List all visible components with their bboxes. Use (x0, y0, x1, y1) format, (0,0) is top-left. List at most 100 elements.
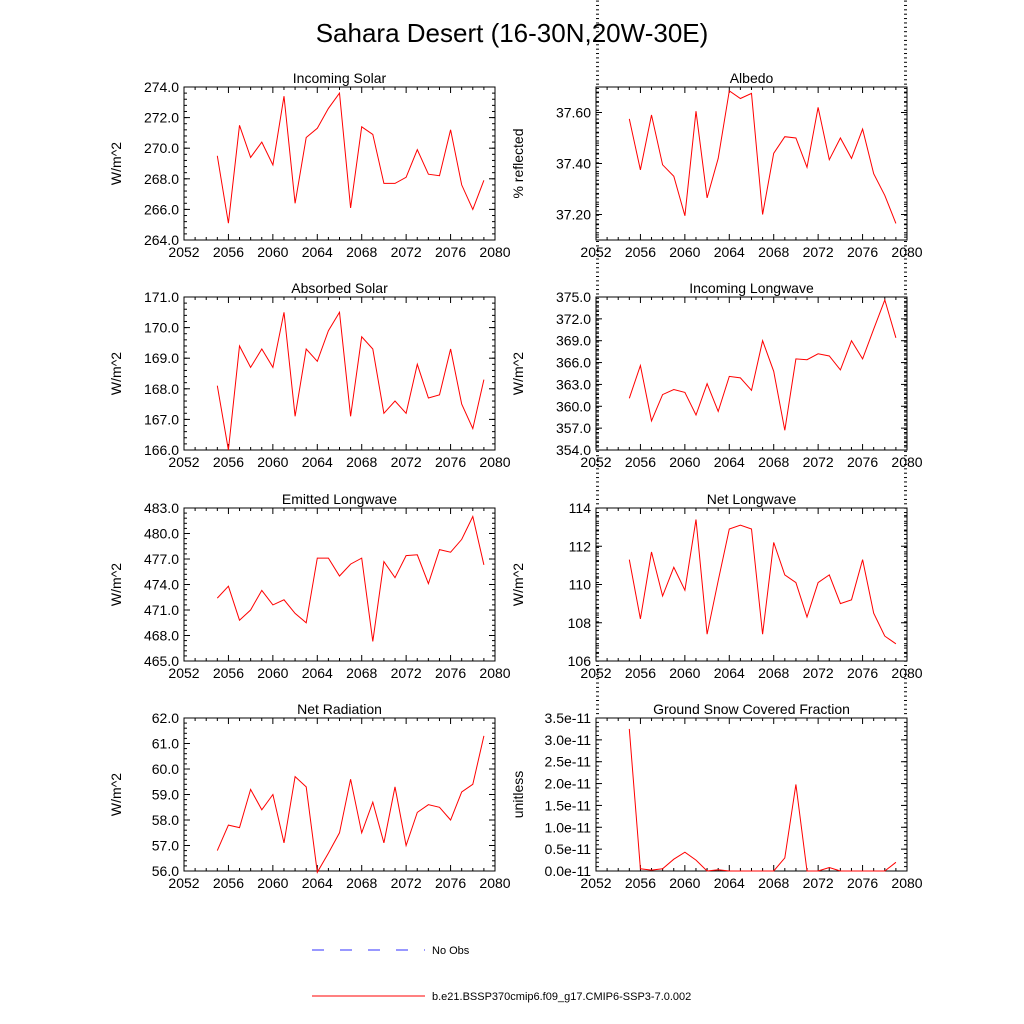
x-tick-label: 2060 (257, 875, 288, 891)
x-tick-label: 2052 (580, 665, 611, 681)
panel-emitted-longwave: Emitted Longwave 2052 2056 2060 2064 2068 2072… (108, 491, 511, 681)
y-tick-label: 266.0 (144, 201, 179, 217)
y-tick-label: 2.0e-11 (545, 776, 592, 792)
y-tick-label: 366.0 (556, 355, 591, 371)
y-tick-label: 112 (569, 538, 592, 554)
y-axis-label: W/m^2 (108, 773, 124, 816)
y-tick-label: 168.0 (144, 381, 179, 397)
x-tick-label: 2060 (257, 454, 288, 470)
plot-frame (595, 717, 908, 872)
y-tick-label: 270.0 (144, 140, 179, 156)
x-tick-label: 2072 (391, 875, 422, 891)
panel-title: Incoming Longwave (689, 280, 814, 296)
y-tick-label: 1.0e-11 (545, 819, 592, 835)
y-tick-label: 360.0 (556, 398, 591, 414)
series-line (628, 298, 897, 431)
plot-frame (595, 86, 908, 241)
x-tick-label: 2060 (669, 244, 700, 260)
y-tick-label: 272.0 (144, 110, 179, 126)
x-tick-label: 2068 (346, 665, 377, 681)
x-tick-label: 2072 (391, 454, 422, 470)
y-tick-label: 57.0 (152, 838, 179, 854)
x-tick-label: 2068 (758, 244, 789, 260)
x-tick-label: 2064 (714, 665, 745, 681)
x-tick-label: 2056 (213, 454, 244, 470)
x-tick-label: 2060 (669, 875, 700, 891)
x-tick-label: 2052 (580, 244, 611, 260)
x-tick-label: 2056 (213, 244, 244, 260)
panel-title: Net Radiation (297, 701, 382, 717)
y-axis-label: W/m^2 (108, 142, 124, 185)
y-tick-label: 166.0 (144, 442, 179, 458)
y-tick-label: 37.20 (556, 207, 591, 223)
x-tick-label: 2052 (580, 875, 611, 891)
x-tick-label: 2076 (435, 244, 466, 260)
y-tick-label: 0.0e-11 (545, 863, 592, 879)
panel-title: Ground Snow Covered Fraction (653, 701, 850, 717)
legend-label-no-obs: No Obs (432, 945, 470, 957)
x-tick-label: 2072 (391, 665, 422, 681)
x-tick-label: 2056 (213, 665, 244, 681)
y-tick-label: 3.5e-11 (545, 710, 592, 726)
x-tick-label: 2064 (302, 875, 333, 891)
x-tick-label: 2060 (669, 665, 700, 681)
panel-net-longwave: Net Longwave 2052 2056 2060 2064 2068 2072 2076… (510, 491, 923, 681)
y-tick-label: 3.0e-11 (545, 732, 592, 748)
y-tick-label: 354.0 (556, 442, 591, 458)
panel-net-radiation: Net Radiation 2052 2056 2060 2064 2068 2072 207… (108, 701, 511, 891)
x-tick-label: 2068 (346, 244, 377, 260)
x-tick-label: 2060 (257, 244, 288, 260)
x-tick-label: 2056 (625, 665, 656, 681)
y-tick-label: 471.0 (144, 602, 179, 618)
x-tick-label: 2068 (758, 454, 789, 470)
plot-frame (183, 86, 496, 241)
y-axis-label: W/m^2 (108, 352, 124, 395)
x-tick-label: 2064 (714, 875, 745, 891)
x-tick-label: 2080 (891, 244, 922, 260)
x-tick-label: 2072 (391, 244, 422, 260)
y-tick-label: 474.0 (144, 577, 179, 593)
x-tick-label: 2076 (435, 454, 466, 470)
x-tick-label: 2076 (847, 665, 878, 681)
x-tick-label: 2072 (803, 665, 834, 681)
x-tick-label: 2064 (302, 454, 333, 470)
x-tick-label: 2076 (435, 875, 466, 891)
y-tick-label: 480.0 (144, 526, 179, 542)
y-tick-label: 170.0 (144, 320, 179, 336)
y-tick-label: 106 (568, 653, 592, 669)
x-tick-label: 2076 (435, 665, 466, 681)
y-tick-label: 369.0 (556, 333, 591, 349)
y-tick-label: 171.0 (144, 289, 179, 305)
y-tick-label: 468.0 (144, 628, 179, 644)
y-tick-label: 169.0 (144, 350, 179, 366)
panel-title: Net Longwave (707, 491, 797, 507)
x-tick-label: 2064 (302, 244, 333, 260)
y-tick-label: 372.0 (556, 311, 591, 327)
y-tick-label: 167.0 (144, 411, 179, 427)
x-tick-label: 2068 (758, 875, 789, 891)
x-tick-label: 2068 (346, 875, 377, 891)
y-axis-label: unitless (510, 771, 526, 818)
y-tick-label: 62.0 (152, 710, 179, 726)
x-tick-label: 2080 (479, 875, 510, 891)
x-tick-label: 2076 (847, 454, 878, 470)
legend-label-series: b.e21.BSSP370cmip6.f09_g17.CMIP6-SSP3-7.… (432, 991, 691, 1003)
plot-frame (183, 717, 496, 872)
series-line (628, 519, 897, 645)
y-tick-label: 110 (569, 577, 592, 593)
y-tick-label: 0.5e-11 (545, 841, 592, 857)
x-tick-label: 2080 (891, 665, 922, 681)
x-tick-label: 2060 (669, 454, 700, 470)
x-tick-label: 2052 (580, 454, 611, 470)
x-tick-label: 2052 (168, 875, 199, 891)
x-tick-label: 2068 (346, 454, 377, 470)
panel-incoming-longwave: Incoming Longwave 2052 2056 2060 2064 2068 207… (510, 280, 923, 470)
x-tick-label: 2072 (803, 244, 834, 260)
x-tick-label: 2052 (168, 454, 199, 470)
panels-group: Incoming Solar 2052 2056 2060 2064 2068 2072 20… (108, 0, 923, 891)
x-tick-label: 2072 (803, 875, 834, 891)
x-tick-label: 2056 (625, 875, 656, 891)
y-tick-label: 59.0 (152, 787, 179, 803)
y-tick-label: 274.0 (144, 79, 179, 95)
y-tick-label: 357.0 (556, 420, 591, 436)
